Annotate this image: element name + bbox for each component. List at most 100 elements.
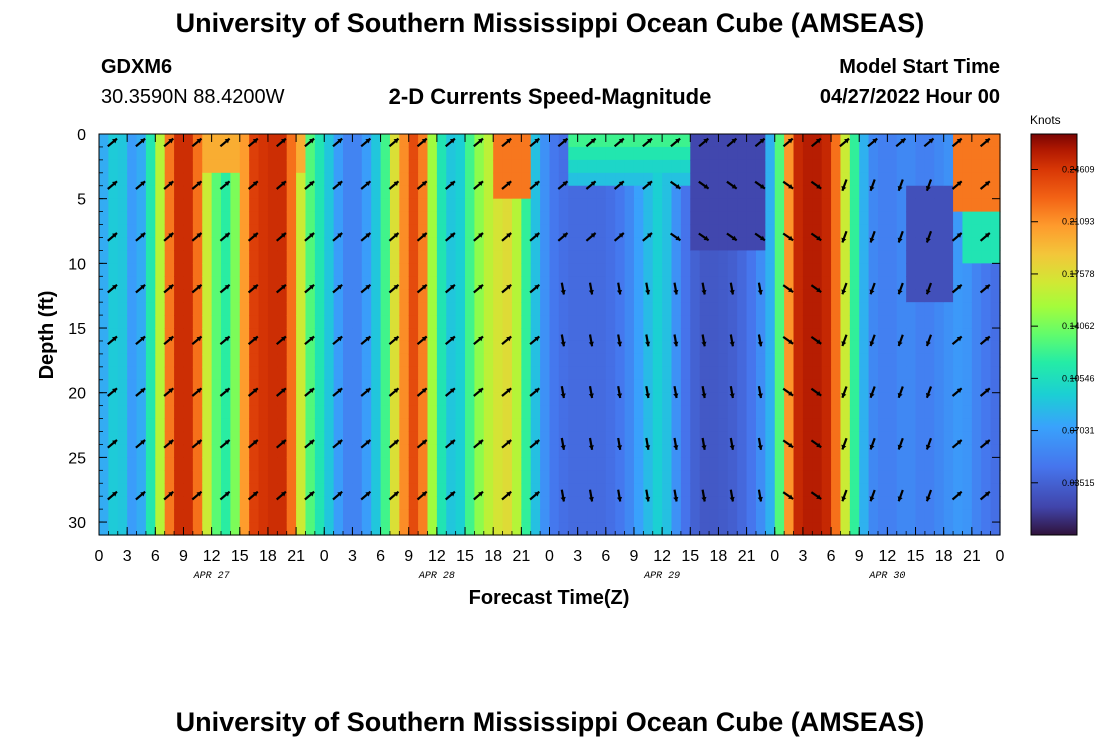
heat-cell [436,172,447,187]
heat-cell [324,172,335,187]
x-tick-label: 12 [428,548,446,565]
heat-cell [99,224,109,239]
heat-cell [530,250,541,264]
heat-cell [709,172,720,187]
heat-cell [662,418,673,433]
heat-cell [859,418,870,433]
heat-cell [765,198,776,213]
current-arrow-head [309,388,315,393]
heat-cell [746,483,757,497]
heat-cell [934,392,945,407]
heat-cell [117,379,128,394]
heat-cell [727,289,738,303]
current-arrow-head [788,494,794,499]
heat-cell [314,353,325,368]
heat-cell [680,289,691,303]
heat-cell [868,159,879,174]
current-arrow [867,137,878,148]
heat-cell [774,172,785,187]
heat-cell [380,263,391,277]
heat-cell [221,496,231,510]
current-arrow-head [560,341,566,347]
current-arrow-head [506,138,512,144]
current-arrow [163,232,175,242]
heat-cell [164,289,175,303]
current-arrow [247,283,259,294]
heat-cell [427,340,438,355]
heat-cell [474,250,485,264]
heat-cell [399,457,410,471]
heat-cell [202,211,213,226]
current-arrow-head [534,388,540,393]
current-arrow [726,180,738,190]
heat-cell [821,146,832,161]
heat-cell [511,159,522,174]
colorbar-ticks: 0.246090.210930.175780.140620.105460.070… [1031,165,1095,488]
heat-cell [755,379,766,394]
heat-cell [737,470,748,484]
heat-cell [361,159,372,174]
current-arrow [191,283,203,294]
current-arrow [275,439,287,449]
heat-cell [915,418,926,433]
heat-cell [314,470,325,484]
heat-cell [709,444,720,458]
heat-cell [427,483,438,497]
heat-cell [877,509,888,523]
heat-cell [436,198,447,213]
heat-cell [174,470,185,484]
heat-cell [127,224,138,239]
heat-cell [136,457,147,471]
heat-cell [727,315,738,329]
heat-cell [859,483,870,497]
heat-cell [108,483,119,497]
current-arrow-head [281,440,286,445]
heat-cell [361,483,372,497]
heat-cell [821,340,832,355]
heat-cell [849,522,860,536]
heat-cell [821,444,832,458]
heat-cell [211,470,222,484]
heat-cell [755,315,766,329]
heat-cell [211,289,222,303]
heat-cell [718,522,729,536]
heat-cell [596,146,607,161]
heat-cell [784,405,795,420]
heat-cell [127,444,138,458]
heat-cell [540,198,551,213]
heat-cell [981,302,992,316]
heat-cell [868,146,879,161]
heat-cell [953,237,964,252]
heat-cell [981,405,992,420]
heat-cell [840,496,851,510]
current-arrow-head [675,184,681,189]
heat-cell [511,444,522,458]
heat-cell [558,250,569,264]
heat-cell [511,224,522,239]
heat-cell [127,509,138,523]
heat-cell [117,353,128,368]
heat-cell [831,211,842,226]
heat-cell [887,185,898,200]
heat-cell [596,431,607,446]
heat-cell [493,457,504,471]
heat-cell [577,483,588,497]
heat-cell [211,146,222,161]
heat-cell [793,405,804,420]
heat-cell [371,431,382,446]
heat-cell [352,250,363,264]
current-arrow [951,180,963,190]
heat-cell [990,276,1001,290]
current-arrow [304,490,315,501]
heat-cell [511,340,522,355]
heat-cell [709,146,720,161]
heat-cell [343,250,354,264]
heat-cell [906,431,917,446]
heat-cell [145,366,156,381]
heat-cell [211,315,222,329]
heat-cell [99,250,109,264]
heat-cell [267,328,278,342]
heat-cell [446,522,457,536]
heat-cell [662,444,673,458]
heat-cell [493,211,504,226]
